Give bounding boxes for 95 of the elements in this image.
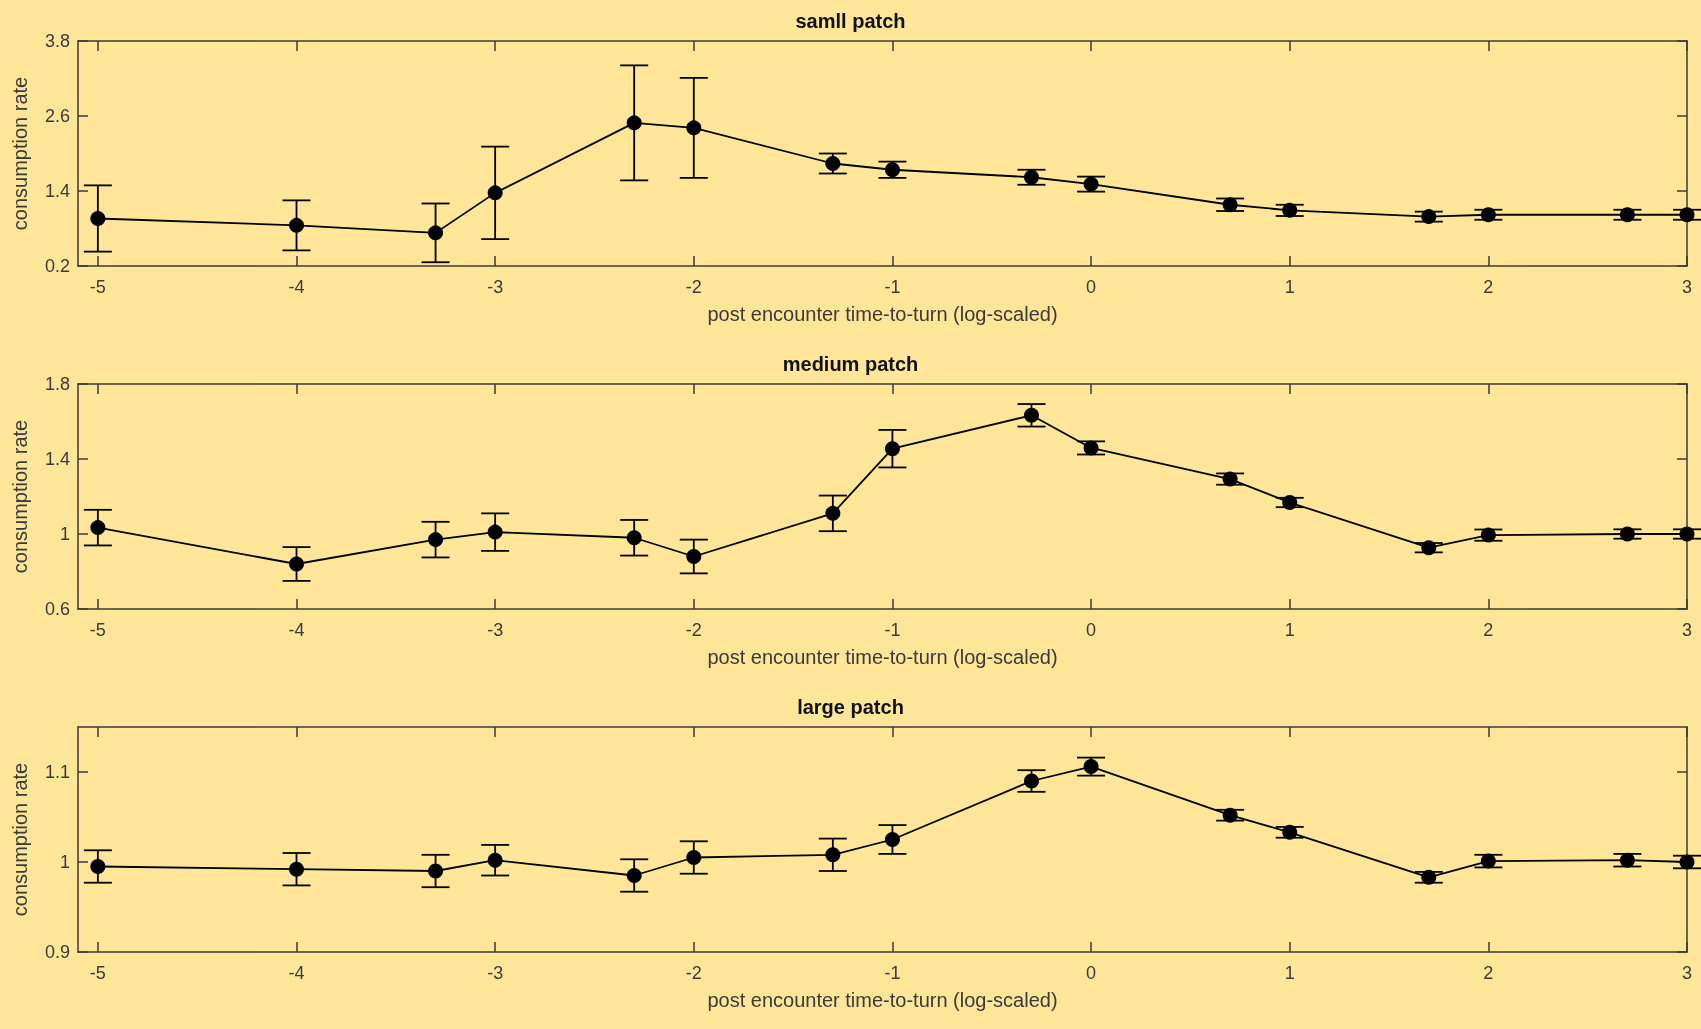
y-axis-title: consumption rate — [9, 762, 31, 917]
point — [487, 524, 503, 540]
chart-title: large patch — [797, 696, 904, 718]
x-tick-label: 2 — [1483, 277, 1494, 297]
point — [1024, 407, 1039, 423]
x-tick-label: 2 — [1483, 963, 1494, 983]
y-axis-title: consumption rate — [9, 419, 31, 574]
x-tick-label: 1 — [1284, 963, 1295, 983]
chart-title: medium patch — [782, 353, 919, 375]
x-tick-label: 0 — [1086, 963, 1097, 983]
point — [626, 115, 642, 131]
x-tick-label: 3 — [1681, 277, 1693, 297]
point — [289, 556, 305, 572]
point — [1480, 207, 1496, 223]
point — [289, 217, 305, 233]
point — [825, 847, 841, 863]
x-tick-label: -1 — [884, 963, 901, 983]
x-axis-title: post encounter time-to-turn (log-scaled) — [707, 303, 1058, 325]
y-axis-title: consumption rate — [9, 76, 31, 231]
x-tick-label: -2 — [685, 620, 702, 640]
x-tick-label: 2 — [1483, 620, 1494, 640]
point — [289, 861, 305, 877]
point — [1222, 807, 1238, 823]
x-tick-label: -1 — [884, 620, 901, 640]
point — [1083, 440, 1099, 456]
point — [1222, 471, 1238, 487]
y-tick-label: 3.8 — [44, 31, 70, 51]
point — [1480, 527, 1496, 543]
x-tick-label: -5 — [89, 620, 106, 640]
chart-title: samll patch — [795, 10, 906, 32]
point — [90, 859, 106, 874]
point — [1679, 526, 1695, 542]
x-tick-label: 1 — [1284, 277, 1295, 297]
x-tick-label: -1 — [884, 277, 901, 297]
x-tick-label: -4 — [288, 963, 305, 983]
x-tick-label: 3 — [1681, 620, 1693, 640]
x-axis-title: post encounter time-to-turn (log-scaled) — [707, 646, 1058, 668]
x-tick-label: 1 — [1284, 620, 1295, 640]
point — [1083, 759, 1099, 775]
point — [825, 156, 841, 171]
x-tick-label: 0 — [1086, 620, 1097, 640]
x-tick-label: 0 — [1086, 277, 1097, 297]
y-tick-label: 1.4 — [44, 181, 70, 201]
point — [487, 852, 503, 868]
point — [1024, 169, 1039, 185]
point — [428, 863, 444, 879]
point — [1421, 869, 1437, 885]
point — [487, 185, 503, 201]
point — [1619, 207, 1635, 223]
x-tick-label: 3 — [1681, 963, 1693, 983]
point — [884, 832, 900, 847]
x-tick-label: -3 — [487, 963, 504, 983]
point — [686, 549, 702, 564]
point — [884, 441, 900, 457]
x-tick-label: -4 — [288, 620, 305, 640]
x-tick-label: -5 — [89, 963, 106, 983]
y-tick-label: 0.2 — [44, 256, 70, 276]
x-tick-label: -4 — [288, 277, 305, 297]
x-axis-title: post encounter time-to-turn (log-scaled) — [707, 989, 1058, 1011]
x-tick-label: -5 — [89, 277, 106, 297]
point — [1480, 853, 1496, 869]
point — [428, 532, 444, 548]
x-tick-label: -3 — [487, 277, 504, 297]
point — [1421, 209, 1437, 225]
y-tick-label: 1.1 — [44, 762, 70, 782]
point — [686, 850, 702, 865]
point — [1421, 540, 1437, 556]
point — [1619, 526, 1635, 542]
point — [1222, 197, 1238, 213]
y-tick-label: 1.8 — [44, 374, 70, 394]
point — [686, 120, 702, 136]
y-tick-label: 1 — [59, 524, 70, 544]
point — [1083, 176, 1099, 192]
point — [1282, 824, 1298, 840]
point — [626, 868, 642, 883]
point — [428, 225, 444, 241]
y-tick-label: 0.6 — [44, 599, 70, 619]
point — [1679, 207, 1695, 223]
point — [90, 211, 106, 226]
x-tick-label: -2 — [685, 277, 702, 297]
point — [884, 162, 900, 178]
point — [626, 530, 642, 546]
point — [1282, 495, 1298, 510]
x-tick-label: -3 — [487, 620, 504, 640]
point — [1619, 852, 1635, 868]
y-tick-label: 2.6 — [44, 106, 70, 126]
point — [1679, 854, 1695, 870]
x-tick-label: -2 — [685, 963, 702, 983]
point — [825, 505, 841, 521]
y-tick-label: 1.4 — [44, 449, 70, 469]
y-tick-label: 1 — [59, 852, 70, 872]
point — [1024, 773, 1039, 789]
point — [90, 520, 106, 536]
point — [1282, 202, 1298, 218]
y-tick-label: 0.9 — [44, 942, 70, 962]
